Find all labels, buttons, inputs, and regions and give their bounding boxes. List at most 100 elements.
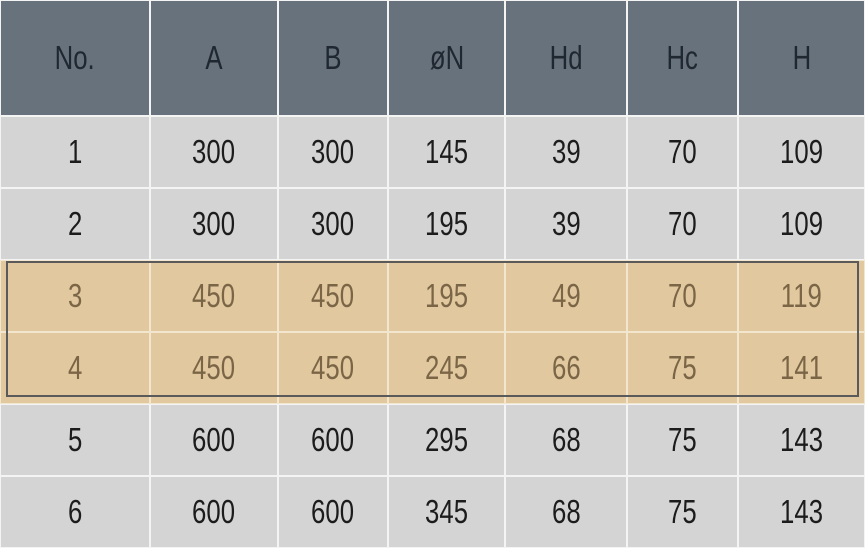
header-cell: A	[150, 0, 278, 116]
highlighted-cell-text: 49	[551, 277, 581, 314]
body-cell-text: 300	[311, 205, 355, 242]
body-cell: 70	[627, 116, 738, 188]
highlighted-cell: 66	[505, 332, 627, 404]
body-cell-text: 5	[67, 421, 83, 458]
header-cell: Hd	[505, 0, 627, 116]
body-cell: 5	[0, 404, 150, 476]
body-cell: 2	[0, 188, 150, 260]
body-cell: 300	[150, 116, 278, 188]
body-cell-text: 68	[551, 493, 581, 530]
header-cell-text: A	[205, 39, 223, 76]
highlighted-cell-text: 141	[780, 349, 823, 386]
body-cell-text: 68	[551, 421, 581, 458]
body-cell: 295	[388, 404, 505, 476]
body-cell-text: 145	[425, 133, 468, 170]
body-cell-text: 6	[67, 493, 83, 530]
highlighted-cell: 450	[150, 332, 278, 404]
header-cell-text: B	[324, 39, 342, 76]
body-cell-text: 300	[192, 205, 236, 242]
body-cell-text: 300	[311, 133, 355, 170]
highlighted-cell: 3	[0, 260, 150, 332]
body-cell: 39	[505, 188, 627, 260]
body-cell: 300	[150, 188, 278, 260]
header-cell-text: No.	[54, 39, 96, 76]
body-cell: 109	[738, 188, 865, 260]
highlighted-cell-text: 245	[425, 349, 468, 386]
header-cell: B	[278, 0, 388, 116]
body-cell-text: 70	[668, 133, 697, 170]
header-cell-text: Hc	[666, 39, 699, 76]
highlighted-cell-text: 66	[551, 349, 581, 386]
highlighted-cell-text: 75	[668, 349, 697, 386]
body-cell: 300	[278, 188, 388, 260]
header-cell: øN	[388, 0, 505, 116]
body-cell-text: 75	[668, 493, 697, 530]
highlighted-cell-text: 119	[780, 277, 823, 314]
body-cell-text: 600	[311, 421, 355, 458]
body-cell: 600	[150, 476, 278, 548]
highlighted-cell-text: 450	[311, 349, 355, 386]
highlighted-cell-text: 4	[67, 349, 83, 386]
highlighted-cell-text: 70	[668, 277, 697, 314]
body-cell: 145	[388, 116, 505, 188]
body-cell: 1	[0, 116, 150, 188]
highlighted-cell: 75	[627, 332, 738, 404]
header-cell: No.	[0, 0, 150, 116]
header-cell-text: H	[792, 39, 811, 76]
body-cell: 70	[627, 188, 738, 260]
body-cell: 300	[278, 116, 388, 188]
body-cell-text: 2	[67, 205, 83, 242]
highlighted-cell-text: 3	[67, 277, 83, 314]
body-cell-text: 70	[668, 205, 697, 242]
highlighted-cell: 119	[738, 260, 865, 332]
highlighted-cell: 70	[627, 260, 738, 332]
highlighted-cell: 195	[388, 260, 505, 332]
body-cell: 600	[150, 404, 278, 476]
body-cell-text: 143	[780, 493, 823, 530]
body-cell-text: 300	[192, 133, 236, 170]
body-cell: 600	[278, 404, 388, 476]
body-cell: 109	[738, 116, 865, 188]
body-cell-text: 39	[551, 205, 581, 242]
header-cell-text: Hd	[549, 39, 583, 76]
highlighted-cell: 450	[150, 260, 278, 332]
body-cell-text: 75	[668, 421, 697, 458]
highlighted-cell: 245	[388, 332, 505, 404]
body-cell: 75	[627, 404, 738, 476]
body-cell-text: 109	[780, 133, 823, 170]
body-cell-text: 143	[780, 421, 823, 458]
body-cell: 143	[738, 476, 865, 548]
body-cell: 6	[0, 476, 150, 548]
highlighted-cell: 4	[0, 332, 150, 404]
body-cell: 195	[388, 188, 505, 260]
highlighted-cell: 450	[278, 332, 388, 404]
highlighted-cell-text: 450	[192, 349, 236, 386]
body-cell-text: 195	[425, 205, 468, 242]
body-cell-text: 39	[551, 133, 581, 170]
body-cell: 143	[738, 404, 865, 476]
body-cell-text: 295	[425, 421, 468, 458]
body-cell-text: 345	[425, 493, 468, 530]
header-cell: Hc	[627, 0, 738, 116]
highlighted-cell-text: 195	[425, 277, 468, 314]
body-cell-text: 600	[192, 421, 236, 458]
body-cell: 75	[627, 476, 738, 548]
body-cell-text: 109	[780, 205, 823, 242]
body-cell: 68	[505, 404, 627, 476]
highlighted-cell: 141	[738, 332, 865, 404]
body-cell-text: 600	[192, 493, 236, 530]
highlighted-cell: 450	[278, 260, 388, 332]
header-cell: H	[738, 0, 865, 116]
highlighted-cell: 49	[505, 260, 627, 332]
highlighted-cell-text: 450	[311, 277, 355, 314]
body-cell: 68	[505, 476, 627, 548]
body-cell-text: 1	[67, 133, 83, 170]
highlighted-cell-text: 450	[192, 277, 236, 314]
header-cell-text: øN	[429, 39, 464, 76]
body-cell-text: 600	[311, 493, 355, 530]
body-cell: 39	[505, 116, 627, 188]
body-cell: 600	[278, 476, 388, 548]
body-cell: 345	[388, 476, 505, 548]
